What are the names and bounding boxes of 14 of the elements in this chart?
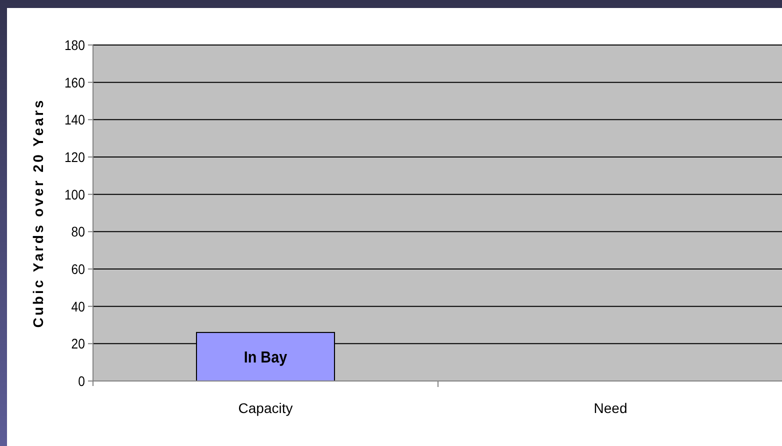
y-tick-label: 120 bbox=[64, 149, 85, 166]
y-tick-label: 140 bbox=[64, 112, 85, 128]
y-tick-label: 0 bbox=[78, 373, 85, 390]
y-axis-title: Cubic Yards over 20 Years bbox=[30, 98, 46, 328]
y-tick-label: 40 bbox=[71, 298, 85, 315]
y-tick-label: 160 bbox=[64, 74, 85, 91]
series-label: In Bay bbox=[244, 349, 288, 367]
y-tick-label: 180 bbox=[64, 37, 85, 54]
x-tick-label: Need bbox=[594, 400, 628, 416]
y-tick-label: 20 bbox=[71, 336, 85, 352]
y-tick-label: 60 bbox=[71, 261, 85, 278]
y-tick-label: 100 bbox=[64, 186, 85, 203]
y-tick-label: 80 bbox=[71, 224, 85, 240]
x-tick-label: Capacity bbox=[238, 400, 293, 416]
